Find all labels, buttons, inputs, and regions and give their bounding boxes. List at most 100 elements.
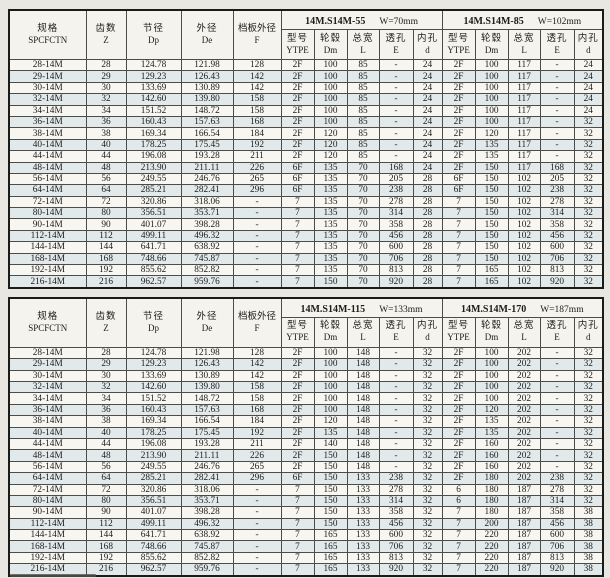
g1-cell-width: 70 (346, 252, 380, 266)
g1-cell-bore: 24 (412, 93, 443, 106)
g2-cell-hole: 600 (539, 529, 575, 542)
cell-spec: 80-14M (8, 207, 87, 220)
g1-cell-hub: 100 (313, 403, 348, 417)
g2-cell-type: 2F (441, 449, 476, 462)
cell-spec: 112-14M (8, 517, 87, 531)
g1-cell-type: 7 (280, 229, 315, 243)
g2-cell-type: 7 (441, 229, 476, 243)
col-header-teeth-en: Z (103, 35, 109, 45)
g1-cell-width: 85 (346, 150, 380, 163)
g2-cell-bore: 32 (573, 437, 604, 451)
bore-en: d (586, 332, 591, 343)
col-header-outer-en: De (201, 322, 213, 333)
g1-cell-bore: 32 (412, 472, 443, 485)
g1-cell-width: 70 (346, 218, 380, 231)
table-row: 192-14M 192 855.62 852.82-7 165 133 813 32 7 220 1… (8, 551, 604, 565)
g1-cell-hole: 920 (378, 563, 414, 577)
g2-cell-width: 102 (507, 264, 541, 277)
g1-cell-bore: 28 (412, 264, 443, 277)
g1-cell-hole: 278 (378, 483, 414, 496)
g2-cell-hole: 205 (539, 172, 575, 186)
g2-cell-type: 7 (441, 517, 476, 531)
g1-cell-hub: 135 (313, 241, 348, 254)
g1-cell-hole: - (378, 426, 414, 439)
cell-outer-dia: 282.41 (180, 184, 234, 197)
g1-cell-width: 70 (346, 172, 380, 186)
cell-outer-dia: 166.54 (180, 127, 234, 140)
cell-spec: 144-14M (8, 241, 87, 254)
g1-cell-bore: 32 (412, 369, 443, 383)
hub-en: Dm (484, 332, 499, 343)
g1-cell-width: 133 (346, 551, 380, 565)
cell-pitch-dia: 142.60 (125, 93, 182, 106)
g1-cell-type: 2F (280, 369, 315, 383)
g2-cell-width: 202 (507, 460, 541, 474)
cell-pitch-dia: 320.86 (125, 195, 182, 209)
cell-teeth: 72 (85, 483, 127, 496)
cell-pitch-dia: 748.66 (125, 252, 182, 266)
cell-outer-dia: 745.87 (180, 540, 234, 553)
hole-zh: 透孔 (385, 33, 407, 44)
bore-en: d (425, 332, 430, 343)
cell-spec: 30-14M (8, 81, 87, 95)
g2-cell-type: 2F (441, 426, 476, 439)
g2-cell-bore: 32 (573, 241, 604, 254)
cell-flange-dia: 158 (232, 392, 282, 405)
g2-cell-type: 6 (441, 483, 476, 496)
hole-zh: 透孔 (546, 321, 568, 332)
cell-spec: 40-14M (8, 138, 87, 152)
g2-cell-hub: 100 (474, 392, 509, 405)
col-header-flange-en: F (254, 35, 260, 45)
cell-teeth: 38 (85, 127, 127, 140)
g1-cell-type: 6F (280, 161, 315, 174)
g1-cell-hub: 100 (313, 58, 348, 72)
col-header-type-g2: 型号 YTPE (441, 29, 476, 60)
g2-cell-bore: 24 (573, 81, 604, 95)
g2-cell-bore: 38 (573, 540, 604, 553)
cell-pitch-dia: 641.71 (125, 241, 182, 254)
g2-cell-hub: 200 (474, 517, 509, 531)
g2-cell-bore: 32 (573, 229, 604, 243)
g2-cell-type: 2F (441, 104, 476, 117)
belt-width-label: W=187mm (540, 304, 584, 315)
g2-cell-hole: 456 (539, 229, 575, 243)
cell-spec: 112-14M (8, 229, 87, 243)
g2-cell-hub: 100 (474, 380, 509, 394)
hub-zh: 轮毂 (481, 321, 503, 332)
cell-outer-dia: 959.76 (180, 275, 234, 289)
g2-cell-hub: 135 (474, 150, 509, 163)
g1-cell-bore: 32 (412, 392, 443, 405)
g1-cell-bore: 32 (412, 437, 443, 451)
cell-teeth: 34 (85, 392, 127, 405)
col-header-type-g1: 型号 YTPE (280, 316, 315, 348)
width-zh: 总宽 (352, 33, 374, 44)
cell-outer-dia: 148.72 (180, 104, 234, 117)
col-header-hub-g1: 轮毂 Dm (313, 316, 348, 348)
cell-pitch-dia: 249.55 (125, 172, 182, 186)
g2-cell-bore: 32 (573, 369, 604, 383)
table-row: 36-14M 36 160.43 157.63 168 2F 100 85-24 2F 100 11… (8, 115, 604, 129)
g1-cell-bore: 28 (412, 275, 443, 289)
g2-cell-type: 2F (441, 415, 476, 428)
g2-cell-type: 2F (441, 369, 476, 383)
g2-cell-hole: - (539, 115, 575, 129)
table-row: 90-14M 90 401.07 398.28-7 135 70 358 28 7 150 102 3… (8, 218, 604, 231)
g1-cell-hole: 456 (378, 229, 414, 243)
group-header-row: 规格 SPCFCTN 齿数 Z 节径 Dp 外径 De 档板外径 F (8, 9, 604, 60)
cell-teeth: 29 (85, 358, 127, 371)
g1-cell-hole: 314 (378, 207, 414, 220)
table-row: 38-14M 38 169.34 166.54 184 2F 120 85-24 2F 120 11… (8, 127, 604, 140)
cell-outer-dia: 139.80 (180, 380, 234, 394)
cell-outer-dia: 638.92 (180, 241, 234, 254)
g2-cell-hole: 314 (539, 207, 575, 220)
g1-cell-width: 70 (346, 229, 380, 243)
col-header-teeth-zh: 齿数 (95, 311, 117, 322)
g1-cell-hub: 100 (313, 115, 348, 129)
g1-cell-type: 7 (280, 506, 315, 519)
g1-cell-width: 85 (346, 58, 380, 72)
g1-cell-hub: 135 (313, 252, 348, 266)
g2-cell-hole: 278 (539, 483, 575, 496)
cell-flange-dia: - (232, 264, 282, 277)
cell-outer-dia: 211.11 (180, 449, 234, 462)
